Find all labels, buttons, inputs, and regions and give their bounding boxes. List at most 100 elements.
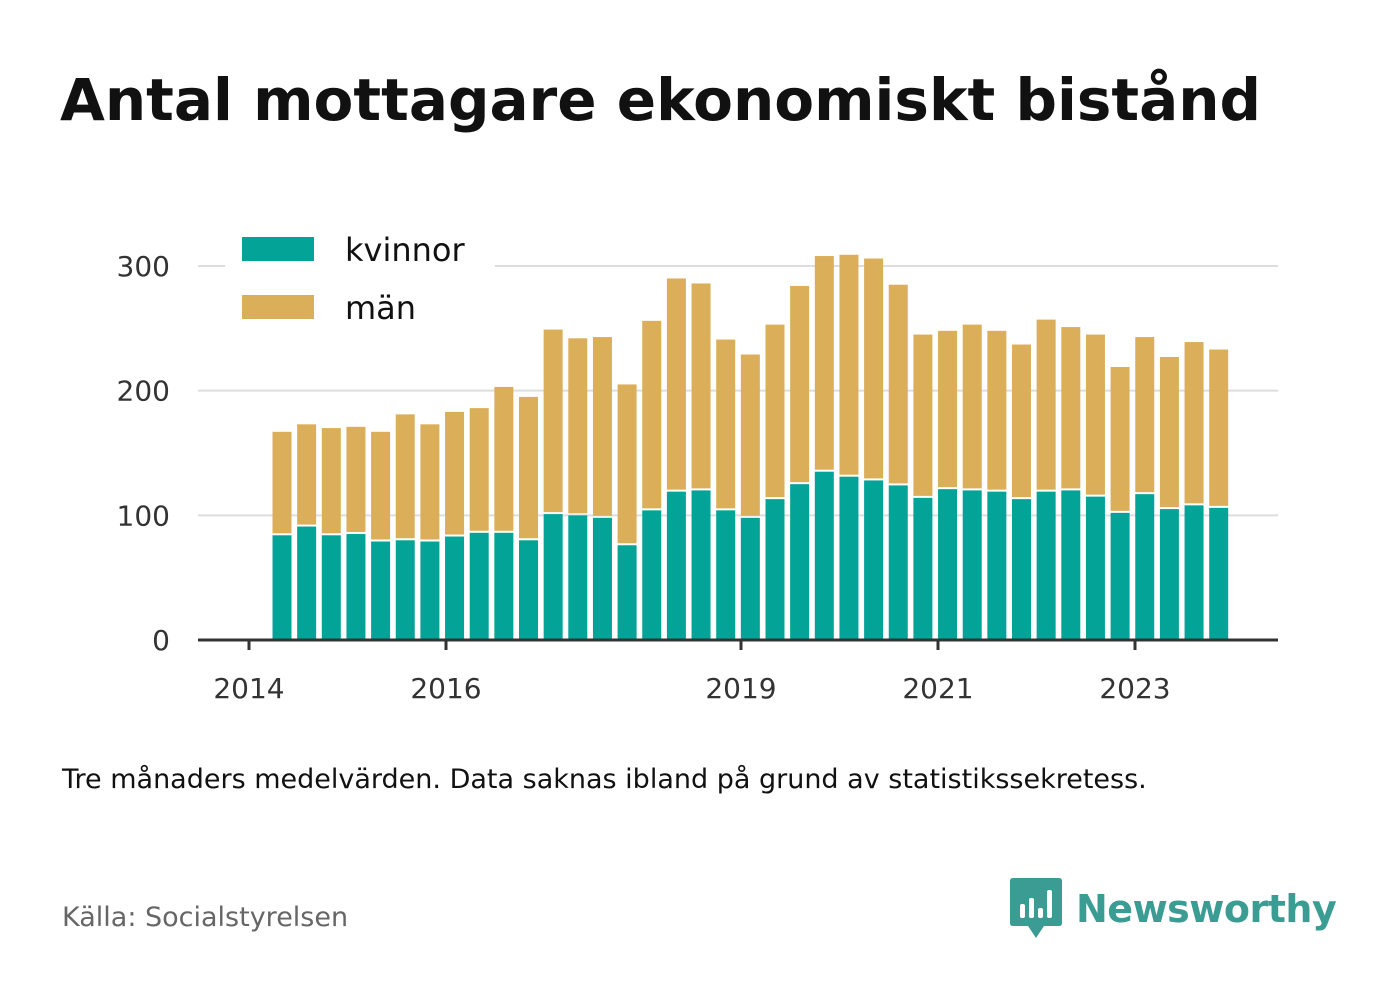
- newsworthy-logo-icon: [1010, 878, 1062, 938]
- bar-kvinnor: [272, 535, 292, 640]
- bar-kvinnor: [1012, 499, 1031, 640]
- bar-man: [987, 330, 1007, 490]
- bar-kvinnor: [346, 534, 366, 640]
- brand-name: Newsworthy: [1076, 887, 1337, 931]
- bar-kvinnor: [445, 536, 465, 640]
- bar-kvinnor: [716, 510, 736, 640]
- bar-kvinnor: [962, 490, 982, 640]
- bar-kvinnor: [1110, 512, 1130, 640]
- y-tick-label: 200: [117, 375, 170, 408]
- bar-kvinnor: [888, 485, 908, 640]
- bar-kvinnor: [1061, 490, 1081, 640]
- bar-man: [938, 330, 958, 488]
- bar-man: [420, 424, 440, 540]
- bar-kvinnor: [371, 541, 391, 640]
- bar-kvinnor: [740, 517, 760, 640]
- bar-kvinnor: [469, 532, 489, 640]
- bar-kvinnor: [321, 535, 341, 640]
- bar-man: [888, 284, 908, 484]
- source-credit: Källa: Socialstyrelsen: [62, 902, 349, 933]
- bar-kvinnor: [987, 491, 1007, 640]
- bar-kvinnor: [420, 541, 440, 640]
- bar-kvinnor: [765, 499, 785, 640]
- bar-kvinnor: [691, 490, 711, 640]
- bar-man: [716, 339, 736, 509]
- x-tick-label: 2023: [1099, 672, 1170, 705]
- bar-kvinnor: [494, 532, 514, 640]
- bar-kvinnor: [814, 471, 834, 640]
- bar-man: [371, 431, 391, 540]
- axes: 0 100 200 300 2014 2016 2019 2021 2023: [117, 250, 1278, 705]
- bar-man: [1061, 327, 1081, 489]
- bar-man: [790, 285, 810, 483]
- legend-swatch: [242, 237, 314, 261]
- bar-kvinnor: [1159, 509, 1179, 640]
- bar-man: [1110, 366, 1130, 511]
- bar-kvinnor: [1209, 507, 1229, 640]
- bar-man: [666, 278, 686, 490]
- bar-man: [642, 320, 662, 509]
- bar-man: [617, 384, 637, 544]
- bar-kvinnor: [543, 514, 563, 640]
- bar-man: [321, 428, 341, 534]
- bar-kvinnor: [395, 540, 415, 640]
- bar-man: [765, 324, 785, 498]
- bar-man: [1209, 349, 1229, 506]
- bar-man: [519, 396, 538, 539]
- bar-man: [445, 411, 465, 535]
- y-tick-label: 300: [117, 250, 170, 283]
- x-tick-label: 2021: [902, 672, 973, 705]
- bar-kvinnor: [666, 491, 686, 640]
- bar-kvinnor: [1184, 505, 1204, 640]
- legend-swatch: [242, 295, 314, 319]
- bar-kvinnor: [519, 540, 538, 640]
- bar-kvinnor: [642, 510, 662, 640]
- bar-man: [1036, 319, 1056, 490]
- bar-kvinnor: [938, 489, 958, 640]
- bar-man: [962, 324, 982, 489]
- bar-man: [814, 256, 834, 470]
- bar-man: [864, 258, 884, 479]
- bar-man: [568, 338, 588, 514]
- bar-kvinnor: [1085, 496, 1105, 640]
- bar-man: [297, 424, 317, 525]
- bar-kvinnor: [568, 515, 588, 640]
- bar-man: [1085, 334, 1105, 495]
- legend-label: män: [345, 289, 416, 327]
- y-tick-label: 0: [152, 624, 170, 657]
- brand-logo: Newsworthy: [1010, 878, 1337, 940]
- bar-man: [395, 414, 415, 539]
- bar-man: [1135, 337, 1155, 493]
- bar-kvinnor: [1135, 494, 1155, 640]
- bar-man: [1184, 342, 1204, 504]
- bar-series: [272, 254, 1229, 640]
- legend: kvinnor män: [225, 222, 495, 332]
- bar-man: [740, 354, 760, 516]
- bar-man: [839, 254, 859, 475]
- bar-man: [272, 431, 292, 534]
- bar-man: [543, 329, 563, 513]
- y-tick-label: 100: [117, 499, 170, 532]
- x-tick-label: 2016: [410, 672, 481, 705]
- x-tick-label: 2019: [705, 672, 776, 705]
- chart-note: Tre månaders medelvärden. Data saknas ib…: [62, 764, 1147, 795]
- bar-kvinnor: [297, 526, 317, 640]
- bar-man: [469, 408, 489, 531]
- bar-kvinnor: [839, 476, 859, 640]
- bar-man: [1159, 357, 1179, 508]
- chart-title: Antal mottagare ekonomiskt bistånd: [60, 66, 1262, 134]
- bar-kvinnor: [790, 484, 810, 640]
- bar-man: [913, 334, 933, 496]
- bar-kvinnor: [617, 545, 637, 640]
- x-tick-label: 2014: [213, 672, 284, 705]
- bar-kvinnor: [864, 480, 884, 640]
- bar-man: [592, 337, 612, 516]
- bar-man: [691, 283, 711, 489]
- legend-label: kvinnor: [345, 231, 466, 269]
- bar-man: [494, 386, 514, 531]
- bar-man: [1012, 344, 1031, 498]
- bar-kvinnor: [1036, 491, 1056, 640]
- bar-kvinnor: [913, 497, 933, 640]
- bar-kvinnor: [592, 517, 612, 640]
